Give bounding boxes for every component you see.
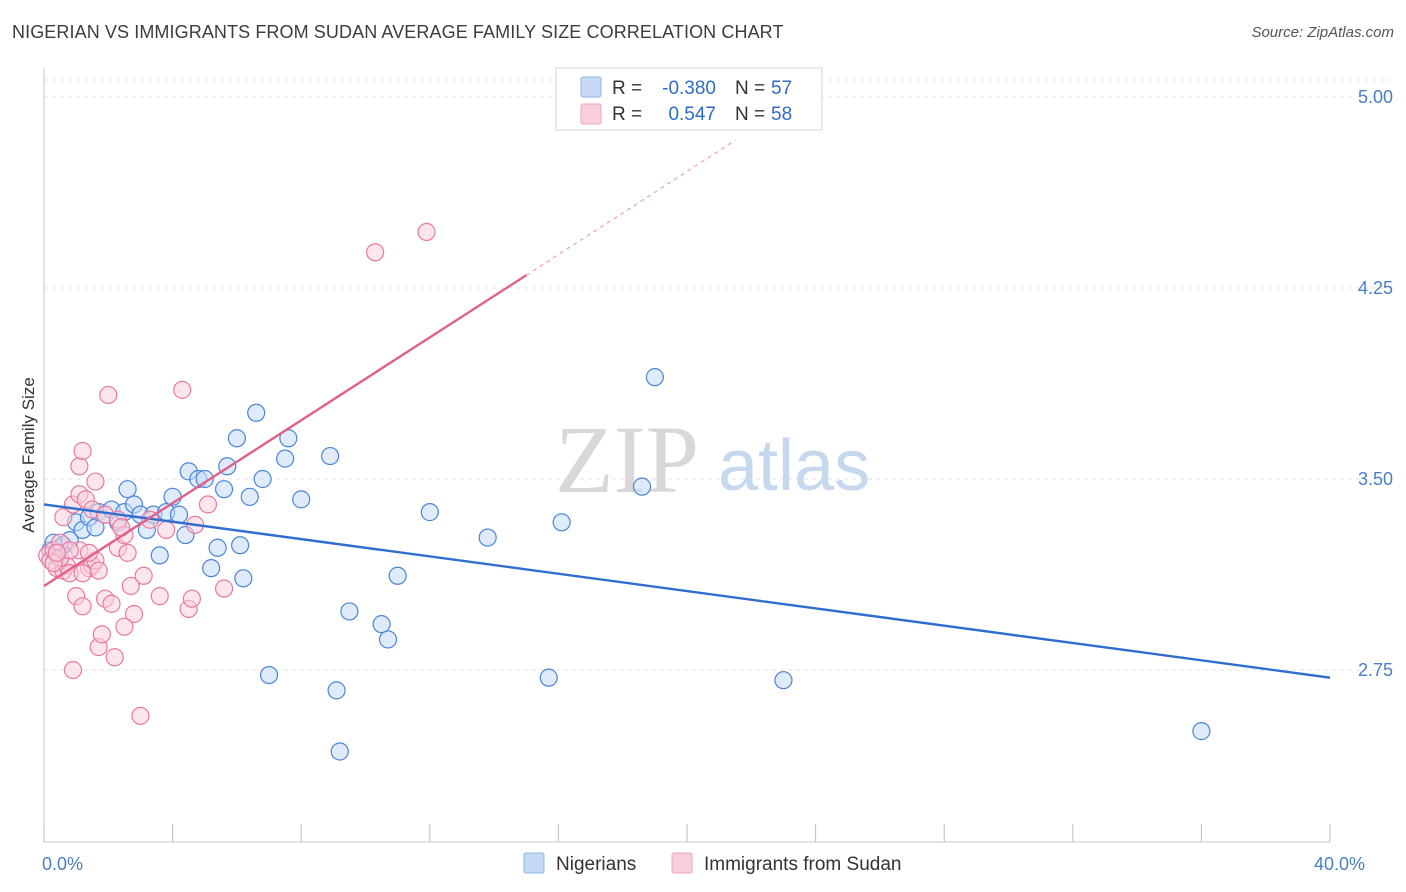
legend-r-value-nigerians: -0.380 [662,78,716,99]
point-0-23 [169,505,189,524]
point-1-14 [73,597,92,616]
point-0-46 [372,615,391,634]
trend-lines [43,139,1331,679]
series-sudan-points [38,222,436,725]
point-0-47 [378,630,398,649]
point-1-37 [131,706,150,725]
point-0-30 [214,480,234,499]
point-1-28 [99,385,118,405]
point-1-29 [102,594,121,613]
point-1-25 [92,625,111,644]
point-1-15 [70,457,89,476]
point-1-41 [157,520,176,540]
point-0-48 [388,566,407,585]
point-1-9 [63,660,83,680]
legend-n-label-sudan: N = [735,104,765,125]
point-1-34 [118,543,137,562]
point-0-38 [259,665,279,685]
y-tick-labels: 2.75 3.50 4.25 5.00 [1358,87,1393,680]
point-0-41 [292,490,311,509]
legend: R = -0.380 N = 57 R = 0.547 N = 58 [555,67,823,131]
point-1-40 [150,587,169,606]
point-1-22 [86,472,105,491]
point-0-44 [340,602,359,621]
point-0-45 [327,681,346,700]
point-0-29 [208,538,227,557]
y-axis-label: Average Family Size [19,377,38,533]
legend-n-value-nigerians: 57 [771,78,792,99]
bottom-legend-label-nigerians: Nigerians [556,854,636,875]
point-1-16 [73,441,92,461]
trend-line-1 [43,274,527,587]
legend-n-label-nigerians: N = [735,78,765,99]
legend-n-value-sudan: 58 [771,104,792,125]
point-0-54 [645,368,664,387]
point-1-30 [105,648,124,667]
legend-swatch-sudan [580,103,602,125]
point-0-52 [552,513,571,532]
legend-r-value-sudan: 0.547 [668,104,716,125]
point-0-33 [231,536,250,555]
point-0-51 [539,668,558,687]
point-0-49 [420,503,439,522]
y-tick-label-3: 5.00 [1358,87,1393,107]
bottom-legend: Nigerians Immigrants from Sudan [523,852,901,875]
x-tick-label-1: 40.0% [1314,854,1365,874]
point-1-57 [47,543,66,562]
point-0-42 [321,446,340,466]
point-1-42 [173,380,192,399]
legend-swatch-nigerians [580,76,602,98]
point-0-50 [478,528,497,547]
point-0-27 [195,469,214,489]
point-0-28 [202,559,221,578]
point-0-43 [330,742,349,761]
bottom-legend-swatch-nigerians [523,852,545,874]
point-1-49 [417,222,436,242]
point-0-55 [774,671,793,690]
point-1-36 [124,604,144,624]
trend-line-ext-1 [525,139,736,276]
legend-r-label-sudan: R = [612,104,642,125]
point-1-35 [121,576,140,596]
bottom-legend-swatch-sudan [671,852,693,874]
x-tick-label-0: 0.0% [42,854,83,874]
y-tick-label-1: 3.50 [1358,469,1393,489]
point-1-50 [115,617,134,636]
point-1-46 [198,495,218,514]
point-0-37 [253,469,272,489]
watermark-zip: ZIP [555,406,699,513]
watermark: ZIP atlas [555,406,870,513]
point-1-38 [134,566,153,585]
legend-r-label-nigerians: R = [612,78,642,99]
point-0-34 [234,569,253,588]
watermark-atlas: atlas [718,426,870,506]
point-1-44 [182,589,201,608]
point-0-35 [240,487,259,506]
point-0-15 [118,480,137,499]
point-0-53 [632,477,652,496]
trend-line-0 [43,503,1331,679]
point-1-6 [54,508,73,527]
chart-source: Source: ZipAtlas.com [1251,24,1394,41]
point-0-20 [150,546,169,565]
point-0-36 [247,403,266,422]
bottom-legend-label-sudan: Immigrants from Sudan [704,854,901,875]
point-1-47 [214,579,234,598]
point-0-32 [227,429,246,448]
chart-title: NIGERIAN VS IMMIGRANTS FROM SUDAN AVERAG… [12,22,784,42]
y-tick-label-2: 4.25 [1358,278,1393,298]
point-1-55 [73,564,92,583]
point-1-48 [366,243,385,262]
point-0-39 [276,449,295,468]
y-tick-label-0: 2.75 [1358,660,1393,680]
point-0-56 [1192,722,1211,741]
point-1-24 [89,561,108,580]
x-minor-ticks [43,824,1331,842]
x-tick-labels: 0.0% 40.0% [42,854,1365,874]
